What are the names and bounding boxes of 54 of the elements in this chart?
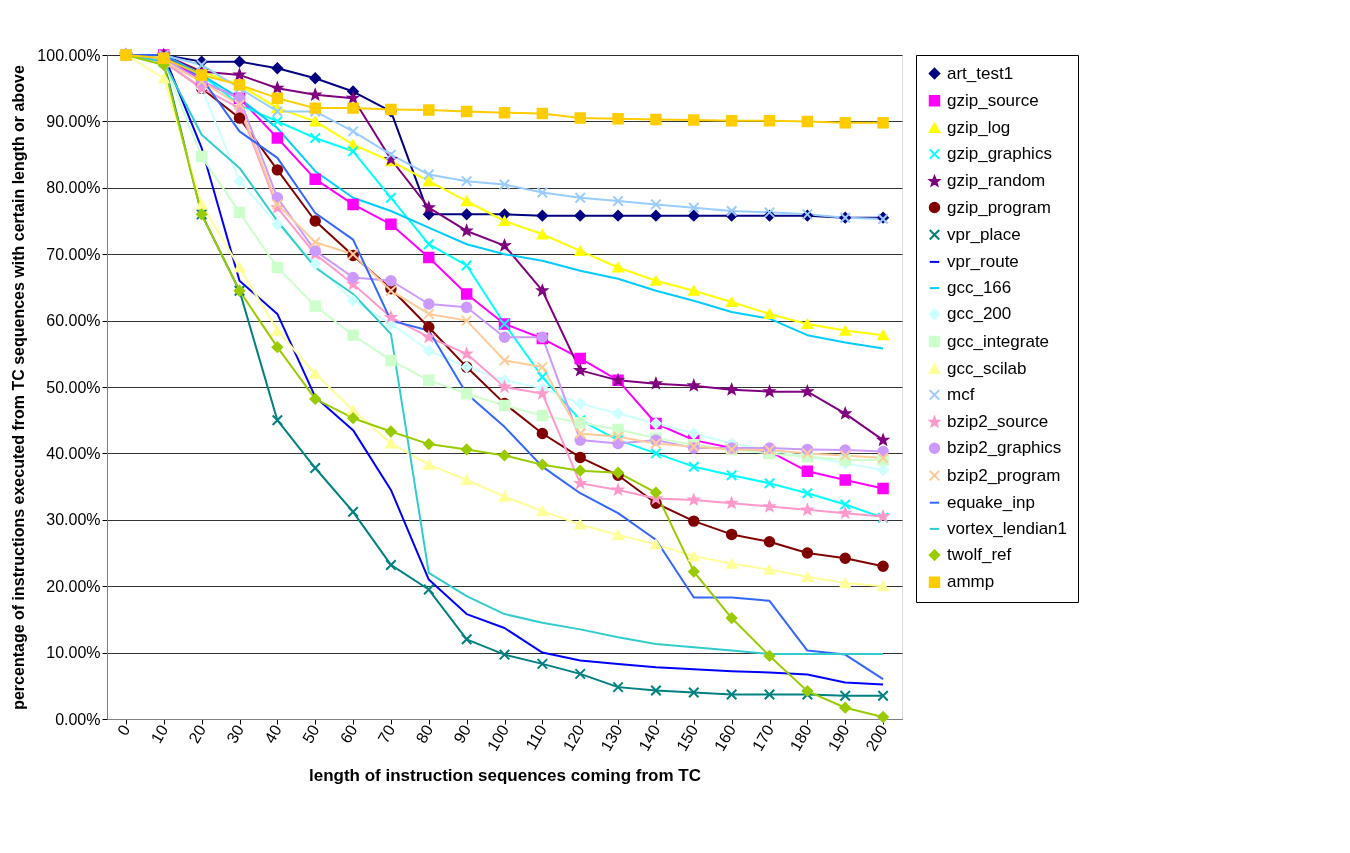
legend-label: mcf: [947, 384, 975, 404]
legend-label: gzip_program: [947, 197, 1051, 217]
legend-label: gcc_scilab: [947, 358, 1027, 378]
legend-label: twolf_ref: [947, 545, 1012, 565]
x-tick-label: 200: [862, 721, 891, 754]
x-tick-label: 20: [185, 721, 210, 746]
x-tick-label: 60: [336, 721, 361, 746]
x-tick-label: 30: [223, 721, 247, 746]
legend-label: gzip_random: [947, 171, 1046, 191]
legend-label: gzip_log: [947, 117, 1011, 137]
x-tick-label: 70: [374, 721, 399, 746]
x-tick-label: 120: [559, 721, 588, 754]
y-tick-label: 70.00%: [46, 245, 101, 263]
x-tick-label: 0: [114, 721, 134, 739]
x-tick-label: 100: [483, 721, 512, 754]
x-tick-label: 190: [824, 721, 853, 754]
y-tick-label: 60.00%: [46, 312, 101, 330]
legend-label: equake_inp: [947, 492, 1035, 512]
legend-label: gcc_166: [947, 278, 1012, 298]
y-axis-title: percentage of instructions executed from TC sequences with certain length or above: [10, 65, 28, 710]
x-tick-label: 150: [673, 721, 702, 754]
legend-label: bzip2_graphics: [947, 438, 1062, 458]
x-axis-title: length of instruction sequences coming from TC: [309, 765, 701, 785]
legend-label: vpr_place: [947, 224, 1021, 244]
legend-label: bzip2_source: [947, 412, 1049, 432]
y-tick-label: 10.00%: [46, 644, 101, 662]
legend-label: ammp: [947, 572, 995, 592]
y-tick-label: 0.00%: [55, 710, 101, 728]
legend-label: gcc_200: [947, 304, 1012, 324]
x-tick-label: 180: [786, 721, 815, 754]
x-tick-label: 170: [748, 721, 777, 754]
legend-label: gzip_graphics: [947, 144, 1052, 164]
x-tick-label: 50: [299, 721, 323, 746]
legend-label: gzip_source: [947, 90, 1039, 110]
y-tick-label: 80.00%: [46, 179, 101, 197]
x-tick-label: 90: [450, 721, 475, 746]
y-tick-label: 40.00%: [46, 444, 101, 462]
x-tick-label: 80: [412, 721, 437, 746]
x-tick-label: 140: [635, 721, 664, 754]
y-tick-label: 100.00%: [37, 46, 101, 64]
y-tick-label: 50.00%: [46, 378, 101, 396]
x-tick-label: 10: [147, 721, 172, 746]
y-tick-label: 20.00%: [46, 577, 101, 595]
y-tick-label: 30.00%: [46, 511, 101, 529]
legend-label: vpr_route: [947, 251, 1019, 271]
x-tick-label: 110: [522, 721, 550, 753]
y-tick-label: 90.00%: [46, 112, 101, 130]
x-tick-label: 130: [597, 721, 626, 754]
legend-label: vortex_lendian1: [947, 518, 1068, 538]
legend-label: bzip2_program: [947, 465, 1061, 485]
x-tick-label: 160: [711, 721, 740, 754]
legend-label: gcc_integrate: [947, 331, 1050, 351]
x-tick-label: 40: [261, 721, 285, 746]
legend-label: art_test1: [947, 63, 1014, 83]
